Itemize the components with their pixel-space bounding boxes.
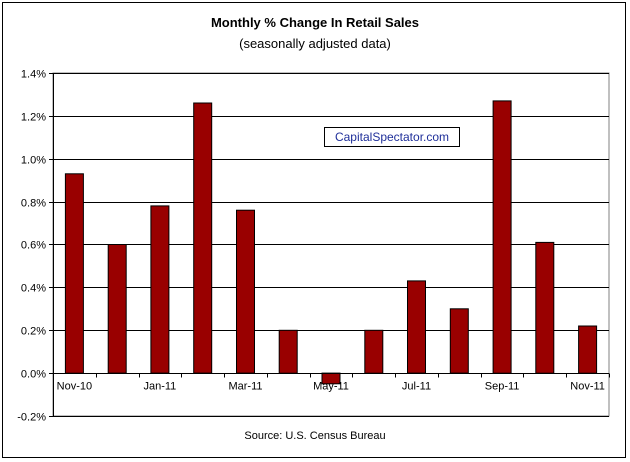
bar <box>535 241 555 374</box>
chart-subtitle: (seasonally adjusted data) <box>239 36 391 51</box>
bar <box>492 100 512 374</box>
y-tick-label: 0.6% <box>21 240 46 252</box>
y-tick-label: 0.4% <box>21 283 46 295</box>
x-tick-label: Jan-11 <box>143 381 176 393</box>
bar <box>578 325 598 374</box>
bars <box>64 100 598 385</box>
bar <box>64 173 84 374</box>
watermark-label: CapitalSpectator.com <box>324 127 460 147</box>
y-tick-label: 0.2% <box>21 326 46 338</box>
x-tick-label: Nov-11 <box>570 381 605 393</box>
bar <box>449 308 469 374</box>
x-tick-label: Mar-11 <box>228 381 262 393</box>
bar <box>364 329 384 374</box>
bar <box>407 280 426 374</box>
y-tick-label: 1.0% <box>21 155 46 167</box>
y-tick-label: 1.2% <box>21 112 46 124</box>
x-tick-label: Sep-11 <box>485 381 520 393</box>
bar <box>150 205 170 374</box>
x-tick-label: Nov-10 <box>57 381 92 393</box>
y-tick-label: 1.4% <box>21 69 46 81</box>
bar <box>278 329 298 374</box>
source-note: Source: U.S. Census Bureau <box>244 430 386 442</box>
bar <box>107 244 127 374</box>
y-tick-label: 0.0% <box>21 369 46 381</box>
axes: -0.2% 0.0% 0.2% 0.4% 0.6% 0.8% 1.0% 1.2% 1.4% Nov… <box>17 69 610 424</box>
gridlines <box>52 72 610 417</box>
y-tick-label: -0.2% <box>17 412 46 424</box>
y-tick-label: 0.8% <box>21 198 46 210</box>
bar <box>193 102 213 374</box>
bar <box>236 209 255 374</box>
chart-title: Monthly % Change In Retail Sales <box>210 15 420 30</box>
x-tick-label: May-11 <box>313 381 349 393</box>
x-tick-label: Jul-11 <box>402 381 431 393</box>
